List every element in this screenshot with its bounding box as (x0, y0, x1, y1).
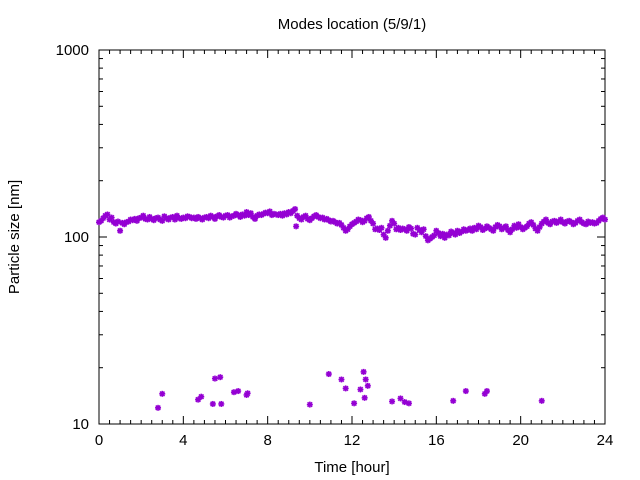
data-point (244, 390, 251, 397)
data-point (104, 211, 111, 218)
data-point (198, 393, 205, 400)
data-point (306, 401, 313, 408)
data-point (218, 400, 225, 407)
x-tick-label: 4 (179, 432, 187, 449)
data-point (364, 382, 371, 389)
data-point (382, 234, 389, 241)
data-point (108, 214, 115, 221)
plot-frame (98, 49, 606, 425)
data-point (450, 397, 457, 404)
y-tick-label: 1000 (56, 42, 89, 59)
data-point (209, 400, 216, 407)
x-tick-label: 16 (428, 432, 445, 449)
data-point (293, 223, 300, 230)
data-point (159, 390, 166, 397)
data-point (378, 224, 385, 231)
data-point (235, 388, 242, 395)
data-point (325, 371, 332, 378)
data-point (384, 227, 391, 234)
data-point (431, 232, 438, 239)
data-point (338, 376, 345, 383)
x-tick-label: 12 (344, 432, 361, 449)
data-point (155, 404, 162, 411)
data-point (462, 388, 469, 395)
data-point (370, 220, 377, 227)
data-point (391, 220, 398, 227)
data-point (357, 386, 364, 393)
data-point (361, 394, 368, 401)
x-tick-label: 24 (597, 432, 614, 449)
data-point (360, 368, 367, 375)
data-point (483, 388, 490, 395)
data-point (217, 374, 224, 381)
data-point (211, 375, 218, 382)
axis-ticks (98, 49, 606, 425)
data-point (342, 385, 349, 392)
tick-labels: 0 4 8 12 16 20 24 10 100 1000 (56, 42, 614, 449)
data-point (412, 231, 419, 238)
y-tick-label: 10 (72, 416, 89, 433)
x-tick-label: 0 (95, 432, 103, 449)
x-tick-label: 8 (263, 432, 271, 449)
data-point (159, 217, 166, 224)
data-point (420, 226, 427, 233)
data-point (117, 227, 124, 234)
data-point (408, 225, 415, 232)
data-point (602, 216, 608, 223)
y-axis-label: Particle size [nm] (6, 180, 23, 294)
data-point (538, 397, 545, 404)
data-point (397, 395, 404, 402)
data-points (96, 206, 608, 411)
data-point (292, 206, 299, 213)
chart-title: Modes location (5/9/1) (278, 16, 426, 33)
x-tick-label: 20 (512, 432, 529, 449)
data-point (389, 398, 396, 405)
data-point (362, 376, 369, 383)
y-tick-label: 100 (64, 229, 89, 246)
x-axis-label: Time [hour] (314, 459, 389, 476)
data-point (405, 400, 412, 407)
data-point (351, 400, 358, 407)
